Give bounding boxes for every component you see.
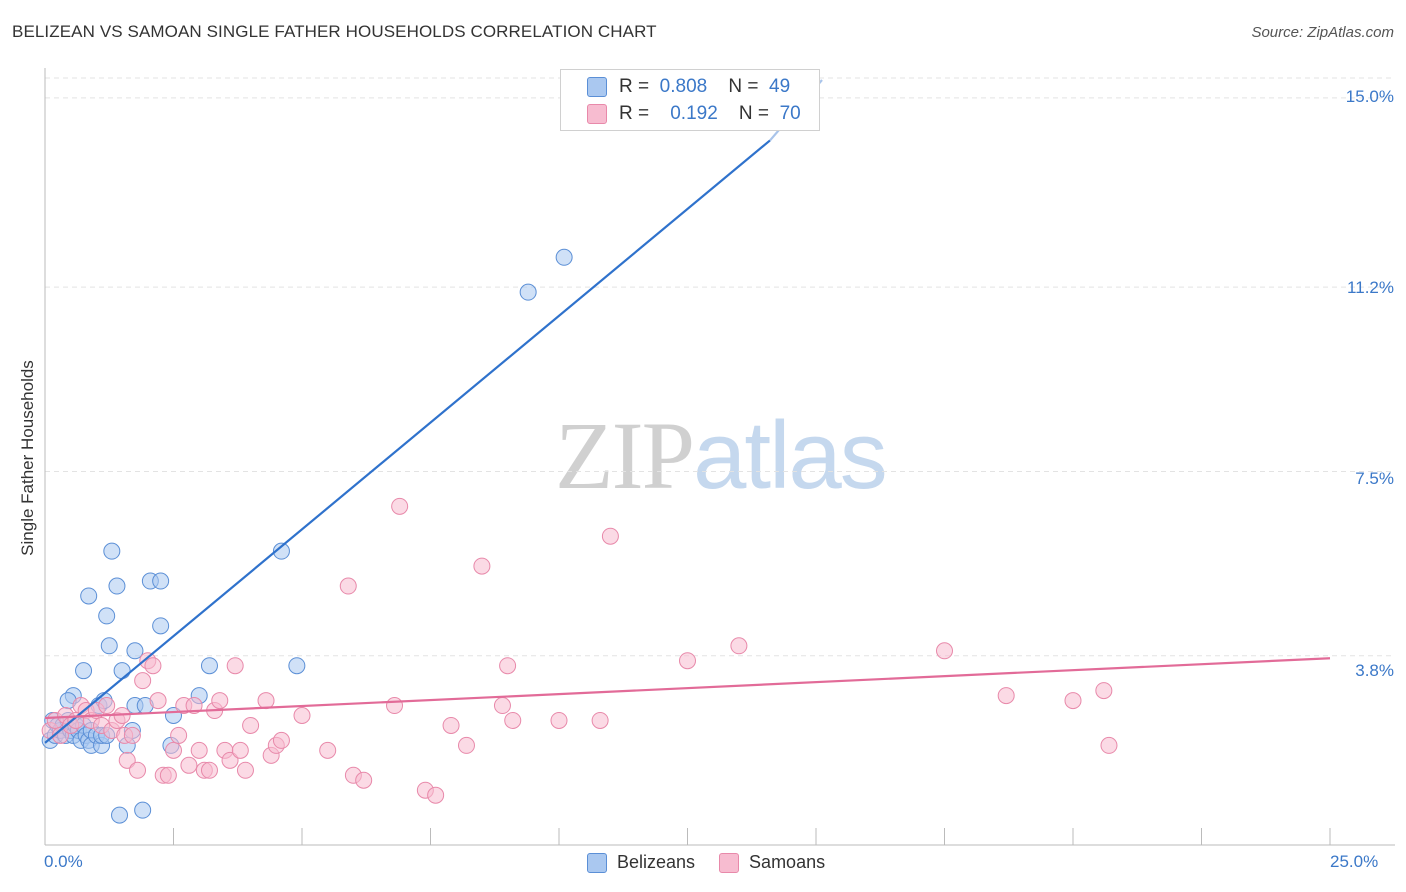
- belizean-point: [134, 801, 152, 819]
- samoan-point: [550, 711, 568, 729]
- zipatlas-watermark: ZIPatlas: [555, 400, 888, 511]
- legend-label-belizeans: Belizeans: [617, 852, 696, 872]
- samoan-point: [185, 697, 203, 715]
- samoan-point: [293, 707, 311, 725]
- samoan-point: [257, 692, 275, 710]
- samoan-point: [997, 687, 1015, 705]
- samoan-point: [170, 726, 188, 744]
- samoan-point: [149, 692, 167, 710]
- samoan-point: [493, 697, 511, 715]
- samoan-point: [118, 751, 136, 769]
- samoan-point: [236, 761, 254, 779]
- samoan-trendline: [44, 657, 1331, 720]
- belizean-swatch: [587, 77, 607, 97]
- samoan-point: [231, 741, 249, 759]
- legend-n-value: 49: [769, 76, 791, 97]
- samoan-point: [1064, 692, 1082, 710]
- legend-r-label: R =: [619, 103, 650, 124]
- y-tick-label: 11.2%: [1347, 278, 1394, 297]
- samoan-point: [272, 731, 290, 749]
- samoan-point: [190, 741, 208, 759]
- samoan-point: [98, 697, 116, 715]
- samoan-point: [165, 741, 182, 759]
- samoan-point: [601, 527, 619, 545]
- chart-title: BELIZEAN VS SAMOAN SINGLE FATHER HOUSEHO…: [12, 22, 657, 41]
- belizean-point: [80, 587, 98, 605]
- samoan-point: [226, 657, 244, 675]
- y-tick-label: 3.8%: [1355, 661, 1394, 680]
- legend-n-label: N =: [728, 76, 759, 97]
- samoan-swatch: [587, 104, 607, 124]
- series-legend: Belizeans Samoans: [587, 852, 849, 873]
- samoan-point: [936, 642, 953, 660]
- belizean-point: [200, 657, 218, 675]
- samoan-point: [499, 657, 517, 675]
- samoan-point: [730, 637, 748, 655]
- belizean-point: [126, 642, 144, 660]
- correlation-legend: R = 0.808 N = 49 R = 0.192 N = 70: [560, 69, 820, 131]
- belizean-point: [152, 572, 170, 590]
- y-axis-label: Single Father Households: [18, 360, 37, 556]
- y-tick-label: 15.0%: [1345, 87, 1394, 106]
- legend-label-samoans: Samoans: [749, 852, 826, 872]
- legend-r-value: 0.192: [670, 103, 718, 124]
- legend-row-belizean: R = 0.808 N = 49: [587, 74, 790, 100]
- samoan-point: [355, 771, 373, 789]
- samoan-point: [134, 672, 152, 690]
- samoan-point: [211, 692, 229, 710]
- belizean-point: [113, 662, 131, 680]
- source-label: Source: ZipAtlas.com: [1251, 24, 1394, 41]
- belizean-point: [152, 617, 170, 635]
- samoan-point: [339, 577, 357, 595]
- belizean-trendline: [44, 139, 771, 744]
- legend-item-belizeans[interactable]: Belizeans: [587, 852, 695, 873]
- samoan-point: [319, 741, 337, 759]
- belizean-point: [103, 542, 121, 560]
- samoan-point: [473, 557, 491, 575]
- belizean-swatch: [587, 852, 607, 873]
- samoan-point: [386, 697, 404, 715]
- belizean-point: [75, 662, 93, 680]
- watermark-zip: ZIP: [555, 402, 695, 509]
- belizean-point: [519, 283, 537, 301]
- legend-r-label: R =: [619, 76, 650, 97]
- samoan-point: [123, 726, 141, 744]
- legend-r-value: 0.808: [659, 76, 708, 97]
- belizean-point: [555, 248, 573, 266]
- samoan-swatch: [719, 852, 740, 873]
- samoan-point: [144, 657, 162, 675]
- samoan-point: [242, 716, 260, 734]
- samoan-point: [1100, 736, 1118, 754]
- samoan-point: [591, 711, 609, 729]
- samoan-point: [679, 652, 696, 670]
- samoan-point: [442, 716, 460, 734]
- samoan-point: [200, 761, 218, 779]
- legend-item-samoans[interactable]: Samoans: [719, 852, 825, 873]
- samoan-point: [221, 751, 239, 769]
- samoan-point: [457, 736, 475, 754]
- samoan-point: [180, 756, 198, 774]
- samoan-point: [391, 497, 409, 515]
- x-tick-label: 0.0%: [44, 852, 83, 871]
- y-tick-label: 7.5%: [1355, 469, 1394, 488]
- legend-row-samoan: R = 0.192 N = 70: [587, 101, 801, 127]
- samoan-point: [1095, 682, 1113, 700]
- samoan-point: [504, 711, 522, 729]
- x-tick-label: 25.0%: [1330, 852, 1379, 871]
- samoan-point: [159, 766, 177, 784]
- belizean-point: [288, 657, 306, 675]
- watermark-atlas: atlas: [693, 402, 888, 509]
- belizean-point: [98, 607, 116, 625]
- samoan-point: [129, 761, 147, 779]
- samoan-point: [427, 786, 445, 804]
- belizean-point: [100, 637, 118, 655]
- belizean-point: [108, 577, 126, 595]
- legend-n-label: N =: [738, 103, 770, 124]
- belizean-point: [111, 806, 129, 824]
- legend-n-value: 70: [779, 103, 801, 124]
- belizean-point: [272, 542, 290, 560]
